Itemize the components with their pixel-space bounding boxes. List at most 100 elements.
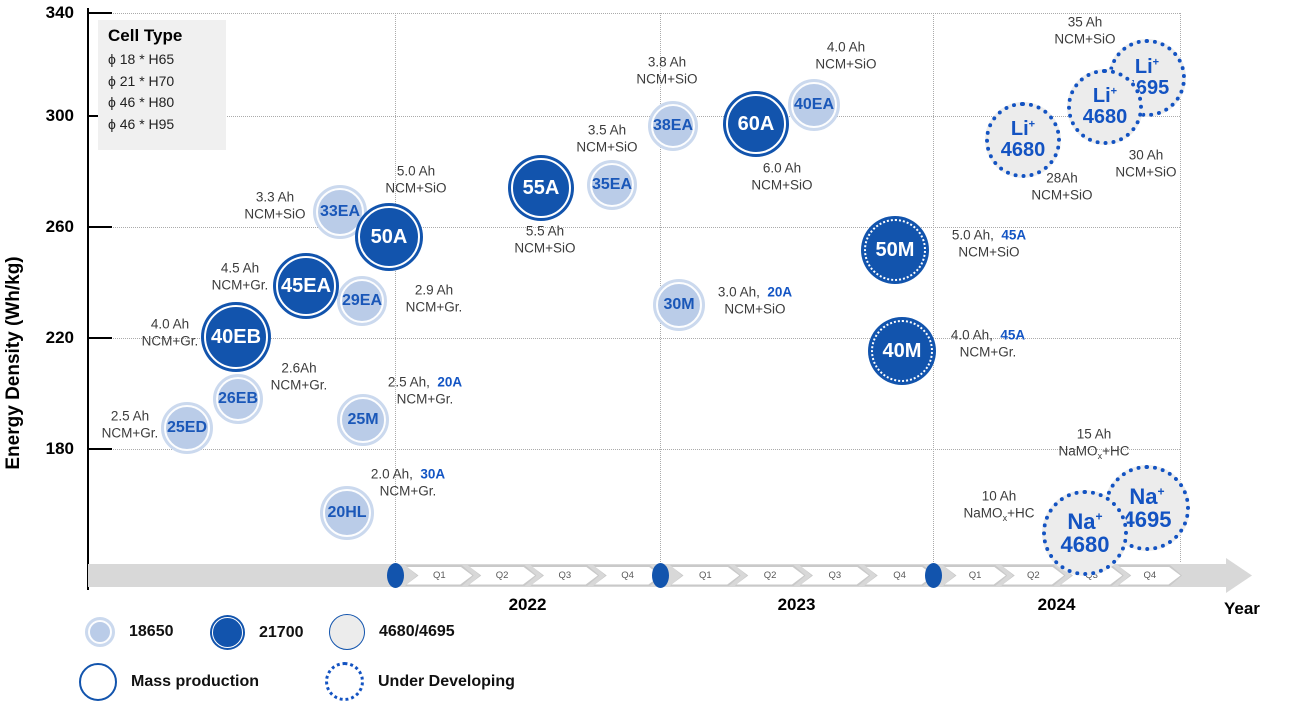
annotation-40EB: 4.0 Ah NCM+Gr.	[141, 316, 199, 349]
bubble-60A: 60A	[723, 91, 789, 157]
quarter-chevron-2023-Q3: Q3	[800, 565, 871, 586]
legend-item-21700: 21700	[210, 615, 304, 650]
y-tick-220	[88, 337, 112, 339]
gridline-h-340	[88, 13, 1180, 14]
year-divider-ellipse	[386, 563, 404, 588]
quarter-chevron-face	[532, 567, 598, 585]
quarter-label: Q1	[433, 570, 446, 581]
legend-mass-production-circle-icon	[79, 663, 117, 701]
timeline-arrow-icon	[1226, 558, 1252, 593]
quarter-chevron-face	[595, 567, 661, 585]
year-label-2024: 2024	[1037, 595, 1076, 614]
cell-type-row-21700: ϕ 21 * H70	[108, 72, 175, 89]
legend-item-mass-production: Mass production	[79, 663, 259, 701]
annotation-Na+ 4680 (10 Ah): 10 Ah NaMOx+HC	[963, 488, 1035, 524]
quarter-label: Q3	[558, 570, 572, 581]
y-tick-label-300: 300	[45, 106, 74, 125]
annotation-30M: 3.0 Ah, 20A NCM+SiO	[717, 284, 793, 317]
legend-21700-circle-icon	[210, 615, 245, 650]
cell-type-box: Cell Type ϕ 18 * H65 ϕ 21 * H70 ϕ 46 * H…	[98, 20, 226, 150]
bubble-55A: 55A	[508, 155, 574, 221]
bubble-Li+4680: Li+ 4680	[1067, 69, 1143, 145]
quarter-label: Q3	[828, 570, 842, 581]
quarter-chevron-2023-Q2: Q2	[735, 565, 806, 586]
year-label-2022: 2022	[508, 595, 547, 614]
y-tick-label-260: 260	[45, 217, 74, 236]
annotation-45EA: 4.5 Ah NCM+Gr.	[211, 260, 269, 293]
bubble-25ED: 25ED	[161, 402, 213, 454]
gridline-v-0	[395, 13, 396, 562]
legend-4680-circle-icon	[329, 614, 365, 650]
bubble-Na+4680: Na+ 4680	[1042, 490, 1128, 576]
quarter-chevron-2024-Q2: Q2	[1001, 565, 1065, 586]
annotation-55A: 5.5 Ah NCM+SiO	[514, 223, 576, 256]
quarter-chevron-2022-Q2: Q2	[468, 565, 537, 586]
annotation-Na+ 4695 (15 Ah): 15 Ah NaMOx+HC	[1058, 426, 1130, 462]
gridline-h-260	[88, 227, 1180, 228]
year-divider-ellipse	[651, 563, 669, 588]
quarter-label: Q4	[1143, 570, 1157, 581]
y-axis-line	[87, 8, 89, 590]
annotation-Li+ 4680 (28Ah): 28Ah NCM+SiO	[1031, 170, 1093, 203]
annotation-25M: 2.5 Ah, 20A NCM+Gr.	[387, 374, 463, 407]
gridline-v-2	[933, 13, 934, 562]
quarter-chevron-2023-Q1: Q1	[670, 565, 741, 586]
annotation-50M: 5.0 Ah, 45A NCM+SiO	[951, 227, 1027, 260]
y-tick-260	[88, 226, 112, 228]
bubble-38EA: 38EA	[648, 101, 698, 151]
annotation-40EA: 4.0 Ah NCM+SiO	[815, 39, 877, 72]
bubble-50A: 50A	[355, 203, 423, 271]
annotation-33EA: 3.3 Ah NCM+SiO	[244, 189, 306, 222]
legend-4680-label: 4680/4695	[379, 623, 455, 640]
bubble-26EB: 26EB	[213, 374, 263, 424]
gridline-v-3	[1180, 13, 1181, 562]
quarter-chevron-face	[801, 567, 869, 585]
quarter-label: Q4	[621, 570, 634, 581]
bubble-40EB: 40EB	[201, 302, 271, 372]
quarter-label: Q2	[763, 570, 777, 581]
gridline-h-180	[88, 449, 1180, 450]
quarter-chevron-face	[469, 567, 535, 585]
bubble-35EA: 35EA	[587, 160, 637, 210]
annotation-25ED: 2.5 Ah NCM+Gr.	[101, 408, 159, 441]
gridline-h-300	[88, 116, 1180, 117]
annotation-50A: 5.0 Ah NCM+SiO	[385, 163, 447, 196]
cell-type-row-4695: ϕ 46 * H95	[108, 116, 175, 133]
year-axis-label: Year	[1224, 599, 1260, 618]
annotation-Li+ 4695 (35 Ah): 35 Ah NCM+SiO	[1054, 14, 1116, 47]
quarter-chevron-face	[866, 567, 934, 585]
quarter-label: Q1	[968, 570, 982, 581]
quarter-chevron-face	[1119, 567, 1180, 585]
annotation-29EA: 2.9 Ah NCM+Gr.	[405, 282, 463, 315]
quarter-chevron-2024-Q4: Q4	[1118, 565, 1182, 586]
quarter-chevron-face	[736, 567, 804, 585]
legend-item-18650: 18650	[85, 617, 174, 647]
quarter-chevron-face	[672, 567, 740, 585]
annotation-35EA: 3.5 Ah NCM+SiO	[576, 122, 638, 155]
cell-type-row-4680: ϕ 46 * H80	[108, 94, 175, 111]
legend-item-under-developing: Under Developing	[325, 662, 515, 701]
legend-18650-circle-icon	[85, 617, 115, 647]
cell-type-row-18650: ϕ 18 * H65	[108, 51, 175, 67]
bubble-50M: 50M	[861, 216, 929, 284]
bubble-25M: 25M	[337, 394, 389, 446]
quarter-label: Q2	[1027, 570, 1040, 581]
quarter-chevron-2024-Q1: Q1	[943, 565, 1007, 586]
quarter-chevron-face	[1003, 567, 1064, 585]
legend-mass-production-label: Mass production	[131, 673, 260, 690]
y-tick-label-180: 180	[45, 439, 74, 458]
bubble-30M: 30M	[653, 279, 705, 331]
quarter-chevron-2022-Q1: Q1	[405, 565, 474, 586]
quarter-chevron-face	[407, 567, 473, 585]
quarter-chevron-face	[945, 567, 1006, 585]
annotation-40M: 4.0 Ah, 45A NCM+Gr.	[950, 327, 1026, 360]
y-axis-title: Energy Density (Wh/kg)	[3, 256, 24, 470]
year-divider-ellipse	[924, 563, 942, 588]
legend-under-developing-circle-icon	[325, 662, 364, 701]
bubble-45EA: 45EA	[273, 253, 339, 319]
annotation-20HL: 2.0 Ah, 30A NCM+Gr.	[370, 466, 446, 499]
bubble-40EA: 40EA	[788, 79, 840, 131]
bubble-Li+4680: Li+ 4680	[985, 102, 1061, 178]
y-tick-label-220: 220	[45, 328, 74, 347]
annotation-38EA: 3.8 Ah NCM+SiO	[636, 54, 698, 87]
